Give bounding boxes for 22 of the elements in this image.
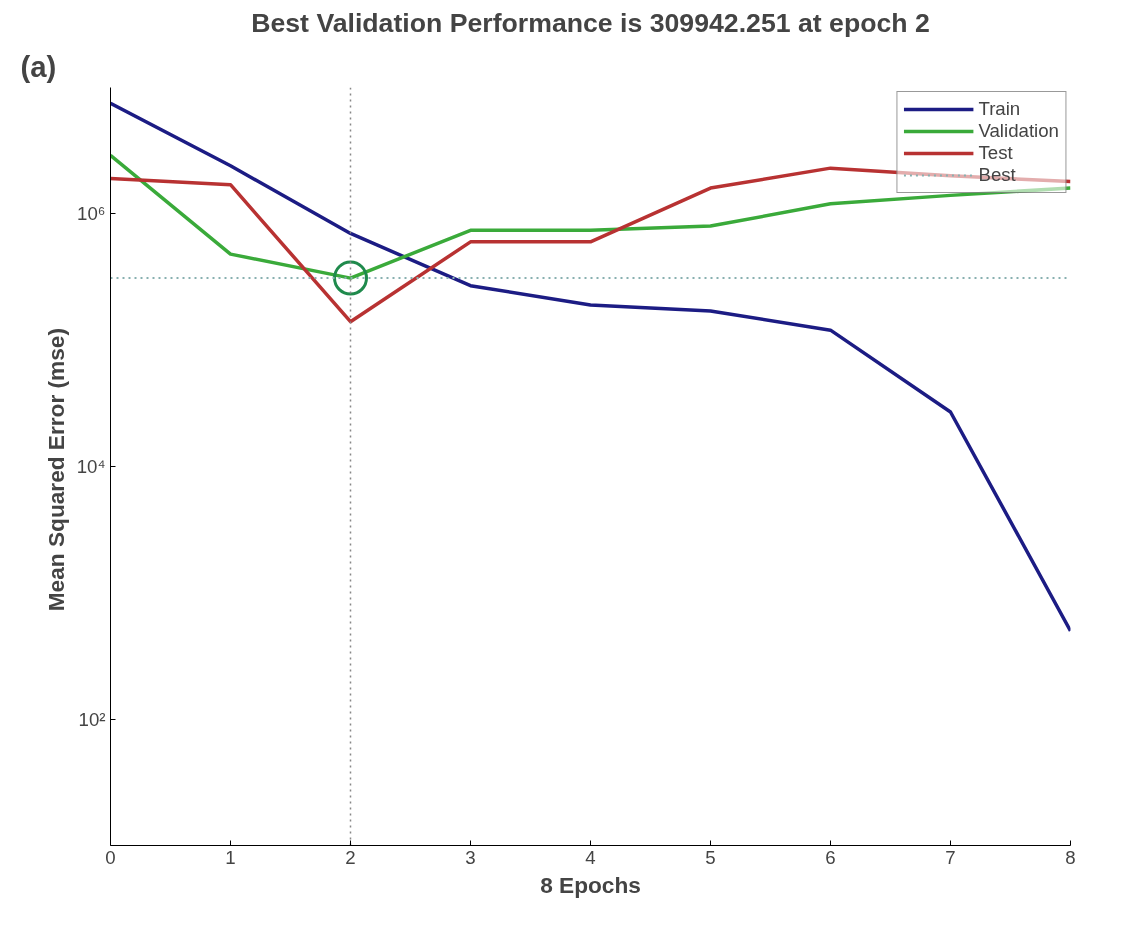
x-tick-label: 1 xyxy=(225,846,236,868)
chart-title: Best Validation Performance is 309942.251 at epoch 2 xyxy=(251,7,930,38)
y-tick-label: 10² xyxy=(78,708,106,730)
line-series xyxy=(110,101,1071,633)
legend-label: Train xyxy=(978,98,1021,120)
legend-label: Test xyxy=(978,142,1013,164)
x-tick-label: 8 xyxy=(1065,846,1076,868)
y-axis-title: Mean Squared Error (mse) xyxy=(42,328,69,612)
legend-label: Validation xyxy=(978,120,1059,142)
text: (a) xyxy=(20,49,57,83)
x-tick-label: 6 xyxy=(825,846,836,868)
x-axis-title: 8 Epochs xyxy=(540,871,641,898)
x-tick-label: 2 xyxy=(345,846,356,868)
y-tick-label: 10⁶ xyxy=(77,203,106,225)
x-tick-label: 7 xyxy=(945,846,956,868)
x-tick-label: 3 xyxy=(465,846,476,868)
x-tick-label: 4 xyxy=(585,846,596,868)
line-series xyxy=(110,166,1071,324)
x-tick-label: 0 xyxy=(105,846,116,868)
y-tick-label: 10⁴ xyxy=(76,456,106,477)
legend-label: Best xyxy=(978,164,1016,186)
x-tick-label: 5 xyxy=(705,846,716,868)
